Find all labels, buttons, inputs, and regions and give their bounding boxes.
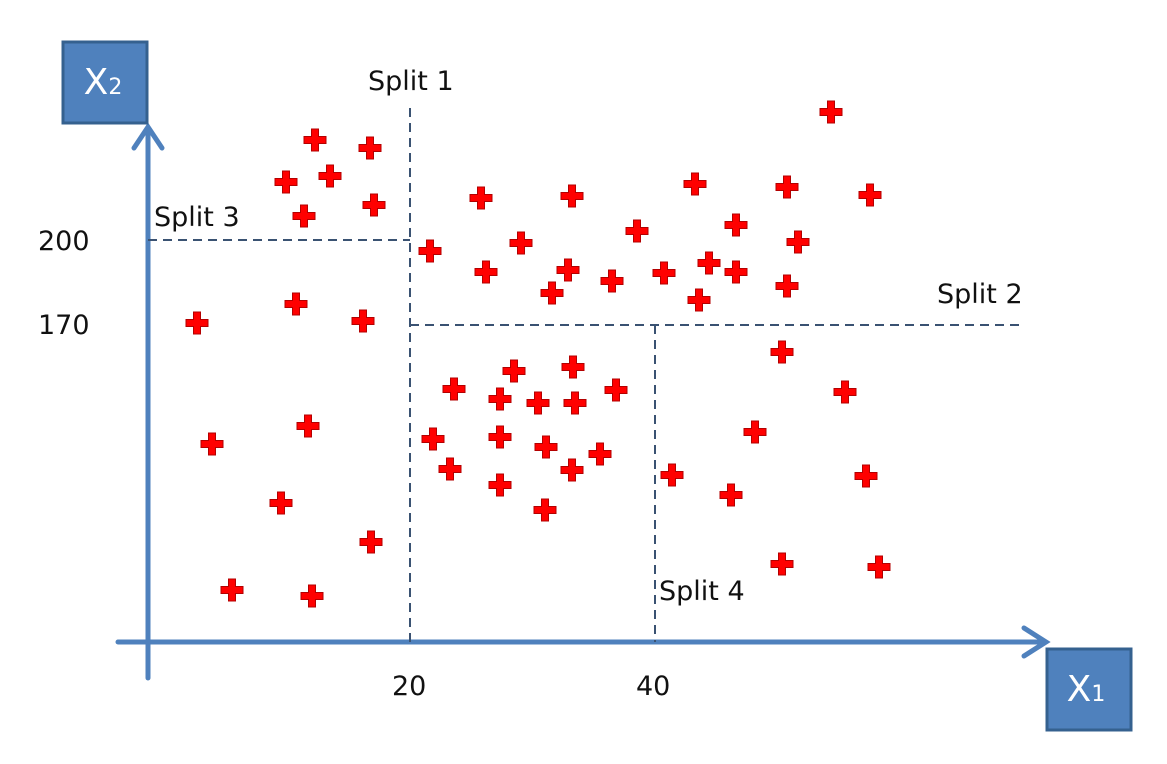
data-point-36 — [442, 377, 466, 401]
split-1-label: Split 1 — [368, 66, 454, 97]
data-point-30 — [724, 260, 748, 284]
data-point-19 — [509, 231, 533, 255]
data-point-54 — [660, 463, 684, 487]
data-point-39 — [526, 391, 550, 415]
data-point-57 — [770, 552, 794, 576]
data-point-5 — [292, 204, 316, 228]
data-point-25 — [652, 261, 676, 285]
data-point-26 — [683, 172, 707, 196]
data-point-16 — [418, 239, 442, 263]
data-point-37 — [502, 359, 526, 383]
data-point-3 — [274, 170, 298, 194]
data-point-58 — [867, 555, 891, 579]
data-point-11 — [296, 414, 320, 438]
data-point-27 — [687, 288, 711, 312]
x-tick-20: 20 — [392, 671, 426, 702]
data-point-18 — [560, 184, 584, 208]
data-point-56 — [854, 464, 878, 488]
data-point-42 — [604, 378, 628, 402]
data-point-9 — [351, 309, 375, 333]
data-point-41 — [563, 391, 587, 415]
data-point-44 — [488, 425, 512, 449]
axes — [115, 122, 1051, 681]
data-point-43 — [421, 427, 445, 451]
data-point-47 — [438, 457, 462, 481]
svg-text:X1: X1 — [1067, 669, 1106, 710]
data-point-53 — [743, 420, 767, 444]
x-axis-arrowhead — [1021, 625, 1051, 659]
y-tick-170: 170 — [38, 310, 90, 341]
data-point-4 — [318, 164, 342, 188]
y-axis-arrowhead — [131, 122, 165, 151]
data-point-40 — [561, 355, 585, 379]
data-point-28 — [697, 251, 721, 275]
data-point-20 — [474, 260, 498, 284]
x-axis-label-box: X1 — [1045, 647, 1133, 732]
data-point-1 — [303, 128, 327, 152]
x-axis-subscript: 1 — [1091, 682, 1105, 707]
data-point-34 — [819, 100, 843, 124]
data-point-50 — [533, 498, 557, 522]
data-point-13 — [359, 530, 383, 554]
data-point-55 — [719, 483, 743, 507]
data-point-45 — [534, 435, 558, 459]
data-point-32 — [786, 230, 810, 254]
split-4-label: Split 4 — [659, 576, 745, 607]
data-point-51 — [770, 340, 794, 364]
data-point-23 — [600, 269, 624, 293]
split-2-label: Split 2 — [937, 279, 1023, 310]
data-point-35 — [858, 183, 882, 207]
svg-text:X2: X2 — [84, 62, 123, 103]
data-point-7 — [185, 311, 209, 335]
data-point-21 — [556, 258, 580, 282]
x-tick-40: 40 — [636, 671, 670, 702]
split-3-label: Split 3 — [154, 202, 240, 233]
y-axis-label-box: X2 — [61, 40, 149, 125]
data-point-22 — [540, 281, 564, 305]
data-point-2 — [358, 136, 382, 160]
data-point-17 — [469, 186, 493, 210]
data-point-markers — [185, 100, 891, 608]
data-point-29 — [724, 213, 748, 237]
y-tick-200: 200 — [38, 226, 90, 257]
y-axis-subscript: 2 — [108, 75, 122, 100]
data-point-52 — [833, 380, 857, 404]
data-point-15 — [300, 584, 324, 608]
data-point-33 — [775, 274, 799, 298]
data-point-49 — [488, 473, 512, 497]
data-point-12 — [269, 491, 293, 515]
x-axis-label: X — [1067, 669, 1092, 710]
data-point-14 — [220, 578, 244, 602]
data-point-48 — [560, 458, 584, 482]
data-point-6 — [362, 193, 386, 217]
data-point-38 — [488, 387, 512, 411]
data-point-24 — [625, 219, 649, 243]
data-point-8 — [284, 292, 308, 316]
y-axis-label: X — [84, 62, 109, 103]
data-point-31 — [775, 175, 799, 199]
split-lines — [148, 108, 1020, 642]
data-point-46 — [588, 442, 612, 466]
data-point-10 — [200, 432, 224, 456]
